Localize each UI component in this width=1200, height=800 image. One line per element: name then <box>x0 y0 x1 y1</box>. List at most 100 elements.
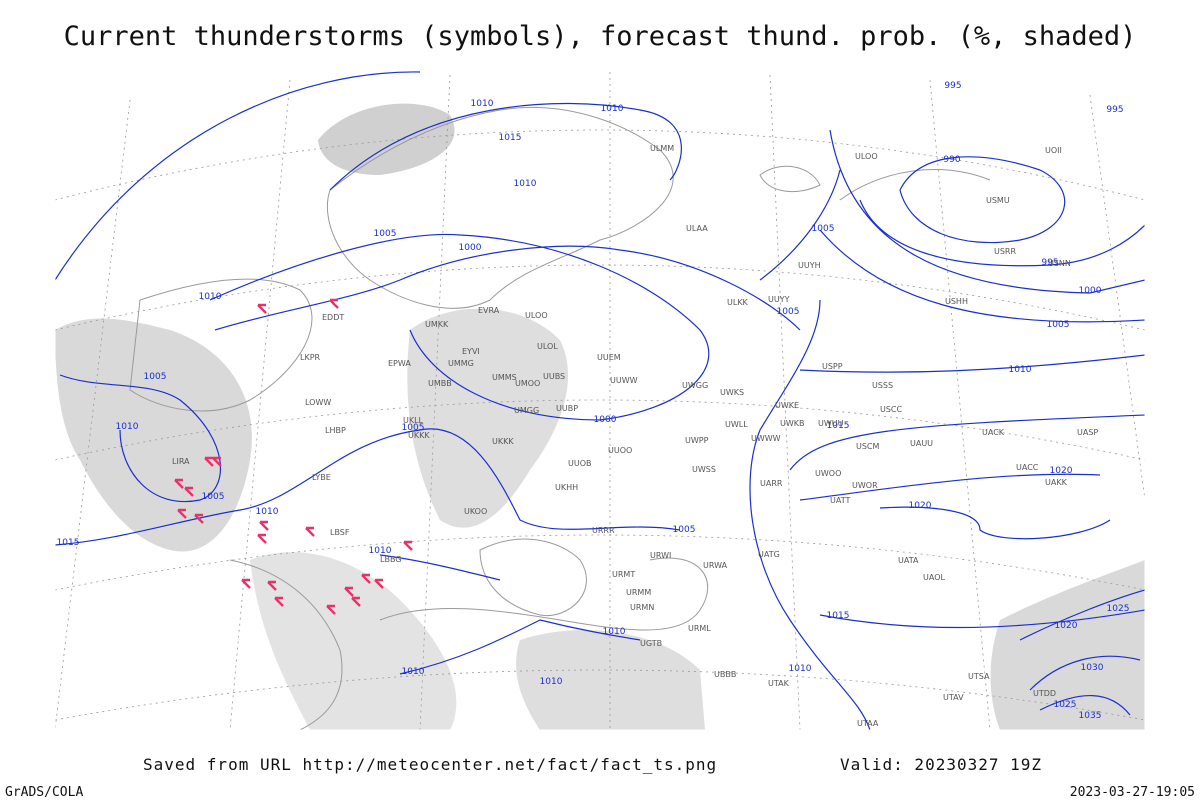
station-label: USSS <box>872 381 893 390</box>
isobar-label: 1020 <box>1050 466 1073 476</box>
station-label: UTDD <box>1033 689 1056 698</box>
station-label: UTSA <box>968 672 990 681</box>
isobar-label: 1010 <box>789 664 812 674</box>
station-label: UBBB <box>714 670 736 679</box>
station-label: USPP <box>822 362 843 371</box>
station-label: EYVI <box>462 347 480 356</box>
station-label: LYBE <box>312 473 331 482</box>
isobar-label: 1010 <box>402 667 425 677</box>
isobar-label: 1005 <box>777 307 800 317</box>
station-label: UARR <box>760 479 783 488</box>
station-label: UAUU <box>910 439 933 448</box>
station-label: UKHH <box>555 483 578 492</box>
isobar-label: 1010 <box>601 104 624 114</box>
station-label: UASP <box>1077 428 1098 437</box>
isobar-label: 1005 <box>673 525 696 535</box>
isobar-label: 1025 <box>1107 604 1130 614</box>
isobar-label: 1010 <box>256 507 279 517</box>
isobar-label: 1005 <box>402 423 425 433</box>
station-label: UATG <box>758 550 780 559</box>
station-label: EPWA <box>388 359 411 368</box>
station-label: URMM <box>626 588 651 597</box>
thunderstorm-symbols <box>174 298 413 615</box>
station-label: UWPP <box>685 436 709 445</box>
station-label: UUYH <box>798 261 821 270</box>
isobar-label: 1035 <box>1079 711 1102 721</box>
station-label: UWSS <box>692 465 716 474</box>
station-label: URRR <box>592 526 615 535</box>
isobar-label: 1025 <box>1054 700 1077 710</box>
station-label: UATT <box>830 496 850 505</box>
station-label: USCC <box>880 405 903 414</box>
isobar-label: 1015 <box>827 421 850 431</box>
station-label: UKOO <box>464 507 487 516</box>
station-label: UUBS <box>543 372 565 381</box>
station-label: URMT <box>612 570 635 579</box>
station-label: UMGG <box>514 406 539 415</box>
station-label: UWKS <box>720 388 744 397</box>
isobar-label: 990 <box>943 155 960 165</box>
station-label: UUWW <box>610 376 638 385</box>
station-label: UACC <box>1016 463 1039 472</box>
isobar-label: 1010 <box>199 292 222 302</box>
station-label: UMOO <box>515 379 540 388</box>
station-label: LKPR <box>300 353 321 362</box>
station-label: UWGG <box>682 381 708 390</box>
station-label: UACK <box>982 428 1005 437</box>
isobar-label: 1010 <box>1009 365 1032 375</box>
isobar-label: 1010 <box>540 677 563 687</box>
station-label: ULKK <box>727 298 749 307</box>
station-label: ULMM <box>650 144 674 153</box>
station-label: UUEM <box>597 353 621 362</box>
source-url: Saved from URL http://meteocenter.net/fa… <box>143 755 717 774</box>
isobar-label: 1015 <box>499 133 522 143</box>
station-label: UWOR <box>852 481 878 490</box>
isobar-label: 1010 <box>603 627 626 637</box>
isobar-label: 1005 <box>374 229 397 239</box>
isobar-label: 995 <box>1106 105 1123 115</box>
station-label: UKKK <box>408 431 430 440</box>
credit: GrADS/COLA <box>5 785 83 800</box>
station-label: USHH <box>945 297 968 306</box>
isobar-label: 1005 <box>1047 320 1070 330</box>
station-label: USRR <box>994 247 1016 256</box>
station-label: ULOL <box>537 342 558 351</box>
station-label: EVRA <box>478 306 500 315</box>
isobar-label: 1005 <box>144 372 167 382</box>
isobar-label: 1015 <box>57 538 80 548</box>
isobar-label: 1000 <box>594 415 617 425</box>
station-label: UTAK <box>768 679 790 688</box>
isobar-label: 995 <box>944 81 961 91</box>
station-label: UOII <box>1045 146 1062 155</box>
isobar-label: 1005 <box>812 224 835 234</box>
station-label: UMMS <box>492 373 517 382</box>
station-label: ULOO <box>855 152 878 161</box>
map-frame <box>54 69 1146 731</box>
station-label: URMN <box>630 603 654 612</box>
station-label: UMBB <box>428 379 452 388</box>
station-label: LBBG <box>380 555 402 564</box>
station-label: UKLL <box>403 416 424 425</box>
station-label: URWA <box>703 561 728 570</box>
station-label: UWKE <box>775 401 799 410</box>
station-label: UWLL <box>725 420 748 429</box>
station-label: UAKK <box>1045 478 1068 487</box>
timestamp: 2023-03-27-19:05 <box>1070 785 1195 800</box>
station-label: USCM <box>856 442 880 451</box>
station-label: USMU <box>986 196 1010 205</box>
station-label: UATA <box>898 556 919 565</box>
station-label: UTAV <box>943 693 964 702</box>
station-label: LBSF <box>330 528 350 537</box>
station-label: UWWW <box>751 434 781 443</box>
station-label: USNN <box>1048 259 1071 268</box>
shaded-probability <box>55 103 1145 730</box>
isobars <box>54 71 1146 731</box>
station-label: UUBP <box>556 404 578 413</box>
station-label: UWKB <box>780 419 805 428</box>
station-label: UMMG <box>448 359 474 368</box>
station-label: UGTB <box>640 639 662 648</box>
title: Current thunderstorms (symbols), forecas… <box>64 21 1137 52</box>
station-label: URML <box>688 624 711 633</box>
station-label: UUOO <box>608 446 632 455</box>
isobar-label: 995 <box>1041 258 1058 268</box>
